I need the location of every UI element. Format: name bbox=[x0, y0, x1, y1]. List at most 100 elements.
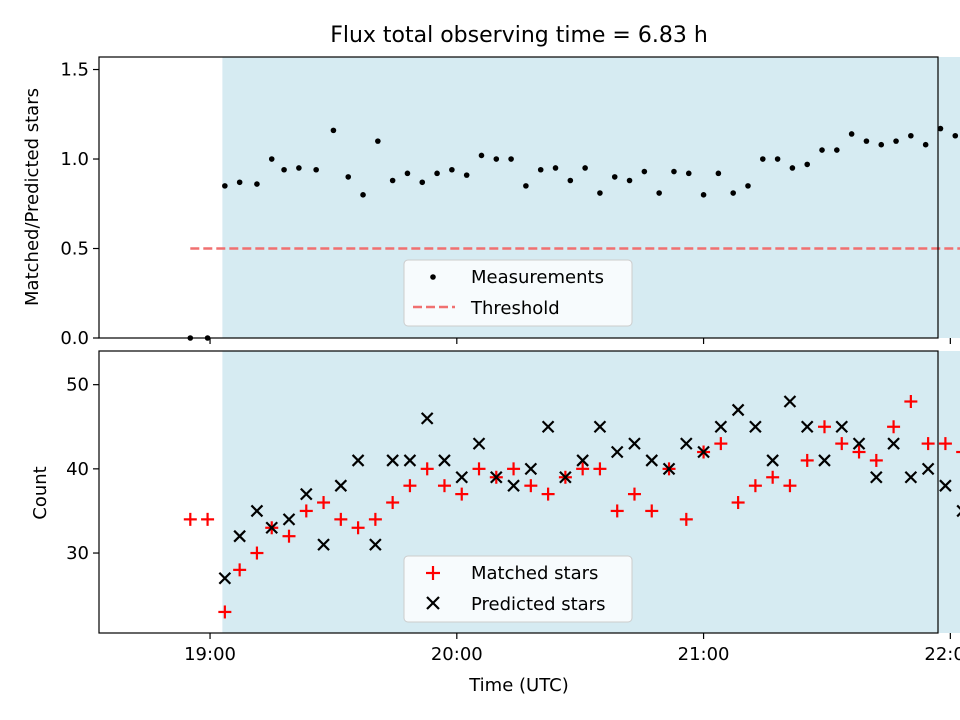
predicted-star-point bbox=[472, 437, 486, 450]
measurement-point bbox=[552, 165, 559, 171]
measurement-point bbox=[774, 156, 781, 162]
matched-star-point bbox=[403, 479, 417, 493]
top-panel: 0.0 0.5 1.0 1.5 Matched/Predicted stars Mea… bbox=[22, 56, 960, 349]
predicted-star-point bbox=[731, 403, 745, 417]
measurement-point bbox=[952, 132, 959, 139]
top-axes-frame bbox=[98, 56, 939, 339]
predicted-star-point bbox=[680, 437, 693, 450]
measurement-point bbox=[922, 141, 929, 148]
predicted-star-point bbox=[697, 445, 710, 459]
predicted-star-point bbox=[250, 504, 264, 518]
bottom-legend: Matched stars Predicted stars bbox=[403, 555, 633, 623]
measurement-point bbox=[819, 147, 825, 153]
measurement-point bbox=[222, 183, 228, 189]
matched-star-point bbox=[835, 437, 849, 451]
measurement-point bbox=[908, 132, 914, 139]
matched-star-point bbox=[766, 470, 780, 484]
predicted-star-point bbox=[800, 420, 814, 434]
measurement-point bbox=[236, 179, 243, 186]
measurement-point bbox=[597, 190, 603, 196]
matched-star-point bbox=[938, 437, 952, 451]
predicted-star-point bbox=[593, 420, 607, 434]
legend-label-predicted: Predicted stars bbox=[471, 594, 605, 615]
matched-star-point bbox=[218, 605, 232, 619]
x-tick-label: 19:00 bbox=[184, 644, 236, 665]
predicted-star-point bbox=[541, 420, 555, 434]
top-y-tick-label: 0.5 bbox=[60, 239, 89, 260]
matched-star-point bbox=[956, 450, 960, 454]
predicted-star-point bbox=[956, 504, 960, 518]
legend-label-threshold: Threshold bbox=[470, 298, 560, 319]
matched-star-point bbox=[627, 487, 641, 501]
predicted-star-point bbox=[369, 538, 382, 551]
bottom-y-tick-label: 40 bbox=[66, 459, 89, 480]
predicted-star-point bbox=[218, 572, 232, 585]
predicted-star-point bbox=[455, 470, 469, 484]
predicted-star-point bbox=[904, 470, 918, 484]
predicted-star-point bbox=[559, 470, 572, 484]
measurement-point bbox=[567, 177, 574, 184]
legend-marker-predicted bbox=[426, 596, 440, 610]
bottom-y-tick-label: 50 bbox=[66, 375, 89, 396]
matched-star-point bbox=[887, 420, 901, 434]
measurement-point bbox=[937, 125, 944, 132]
legend-label-measurements: Measurements bbox=[471, 267, 604, 288]
measurement-point bbox=[268, 156, 275, 162]
matched-star-point bbox=[800, 453, 814, 467]
measurement-point bbox=[296, 165, 302, 171]
matched-star-point bbox=[679, 512, 693, 526]
top-x-ticks bbox=[209, 338, 951, 344]
bottom-axes-frame bbox=[98, 350, 939, 634]
matched-star-point bbox=[317, 496, 331, 510]
legend-label-matched: Matched stars bbox=[471, 563, 598, 584]
predicted-star-point bbox=[490, 470, 503, 484]
x-axis-label: Time (UTC) bbox=[468, 675, 569, 696]
matched-star-point bbox=[472, 462, 486, 476]
matched-star-point bbox=[817, 420, 831, 434]
measurement-point bbox=[254, 181, 260, 187]
chart-title: Flux total observing time = 6.83 h bbox=[330, 23, 708, 48]
measurement-point bbox=[685, 170, 692, 177]
matched-star-point bbox=[201, 512, 215, 526]
measurement-point bbox=[641, 168, 648, 175]
measurement-point bbox=[313, 166, 319, 173]
predicted-star-point bbox=[610, 445, 624, 459]
legend-marker-measurements bbox=[430, 274, 436, 280]
matched-star-point bbox=[869, 453, 883, 467]
measurement-point bbox=[434, 170, 440, 177]
predicted-star-point bbox=[524, 462, 538, 476]
measurement-point bbox=[730, 190, 736, 196]
predicted-star-point bbox=[233, 529, 246, 543]
measurement-point bbox=[508, 156, 514, 162]
predicted-star-point bbox=[403, 454, 417, 467]
measurement-point bbox=[893, 138, 899, 144]
measurement-point bbox=[478, 152, 485, 159]
bottom-y-axis-label: Count bbox=[30, 466, 51, 519]
top-y-ticks: 0.0 0.5 1.0 1.5 bbox=[60, 60, 99, 349]
matched-star-point bbox=[748, 479, 762, 493]
top-legend: Measurements Threshold bbox=[403, 259, 633, 327]
top-y-tick-label: 1.5 bbox=[60, 60, 89, 81]
matched-star-point bbox=[783, 479, 797, 493]
matched-star-point bbox=[437, 479, 451, 493]
matched-star-point bbox=[299, 504, 313, 518]
bottom-y-tick-label: 30 bbox=[66, 543, 89, 564]
matched-star-point bbox=[921, 437, 935, 451]
measurement-point bbox=[745, 183, 751, 189]
x-tick-label: 20:00 bbox=[431, 644, 483, 665]
measurement-point bbox=[360, 192, 366, 198]
predicted-star-point bbox=[870, 470, 883, 484]
measurement-point bbox=[493, 156, 500, 162]
x-tick-label: 22:00 bbox=[924, 644, 960, 665]
predicted-star-point bbox=[300, 487, 313, 501]
predicted-star-point bbox=[662, 462, 676, 476]
top-plot-marks bbox=[187, 125, 960, 341]
predicted-star-point bbox=[921, 462, 935, 476]
predicted-star-point bbox=[714, 420, 728, 434]
top-y-axis-label: Matched/Predicted stars bbox=[22, 88, 43, 306]
measurement-point bbox=[281, 166, 287, 173]
measurement-point bbox=[375, 138, 381, 144]
predicted-star-point bbox=[334, 479, 348, 492]
